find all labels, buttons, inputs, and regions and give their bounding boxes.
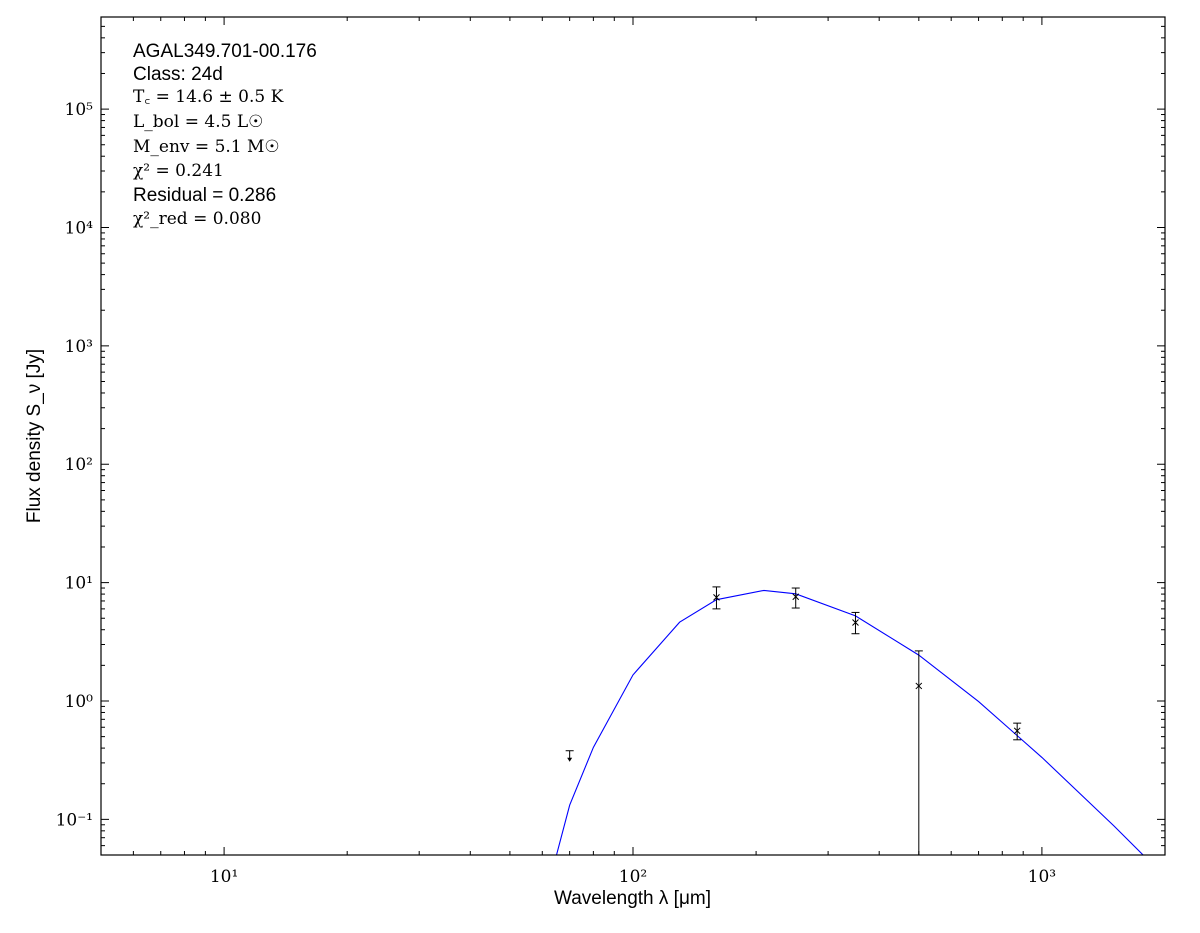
annotation-chi2: χ² = 0.241 bbox=[133, 161, 224, 181]
y-tick-label: 10⁰ bbox=[65, 692, 94, 712]
data-point bbox=[1013, 722, 1022, 741]
x-marker bbox=[852, 619, 859, 626]
y-tick-label: 10⁻¹ bbox=[56, 810, 93, 830]
y-axis-label: Flux density S_ν [Jy] bbox=[24, 348, 45, 524]
x-tick-label: 10³ bbox=[1028, 867, 1056, 887]
data-point bbox=[791, 587, 800, 609]
model-curve bbox=[555, 589, 1144, 855]
plot-frame bbox=[100, 16, 1166, 856]
data-points bbox=[565, 586, 1022, 855]
y-tick-label: 10¹ bbox=[65, 574, 93, 594]
upper-limit bbox=[565, 750, 574, 762]
arrow-down-icon bbox=[567, 757, 573, 762]
tick-labels: 10¹ 10² 10³ 10⁻¹ 10⁰ 10¹ 10² 10³ 10⁴ 10⁵ bbox=[56, 100, 1057, 887]
x-marker bbox=[792, 593, 800, 601]
annotation-menv: M_env = 5.1 M☉ bbox=[133, 137, 280, 157]
data-point bbox=[851, 611, 860, 635]
x-marker bbox=[915, 682, 923, 690]
annotation-residual: Residual = 0.286 bbox=[133, 185, 277, 206]
data-point bbox=[712, 586, 721, 610]
y-tick-label: 10² bbox=[65, 455, 93, 475]
annotation-tc: T꜀ = 14.6 ± 0.5 K bbox=[133, 87, 284, 107]
y-tick-label: 10⁴ bbox=[65, 218, 94, 238]
annotation-source: AGAL349.701-00.176 bbox=[133, 41, 317, 62]
y-tick-label: 10³ bbox=[65, 337, 93, 357]
x-marker bbox=[713, 594, 720, 601]
annotation-chi2red: χ²_red = 0.080 bbox=[133, 209, 262, 229]
y-tick-label: 10⁵ bbox=[65, 100, 94, 120]
data-point bbox=[914, 650, 923, 855]
x-tick-label: 10¹ bbox=[210, 867, 238, 887]
annotation-class: Class: 24d bbox=[133, 64, 223, 85]
annotation-lbol: L_bol = 4.5 L☉ bbox=[133, 112, 264, 132]
x-marker bbox=[1013, 727, 1021, 735]
x-tick-label: 10² bbox=[619, 867, 647, 887]
x-axis-label: Wavelength λ [μm] bbox=[553, 888, 712, 909]
axis-ticks bbox=[100, 16, 1166, 856]
